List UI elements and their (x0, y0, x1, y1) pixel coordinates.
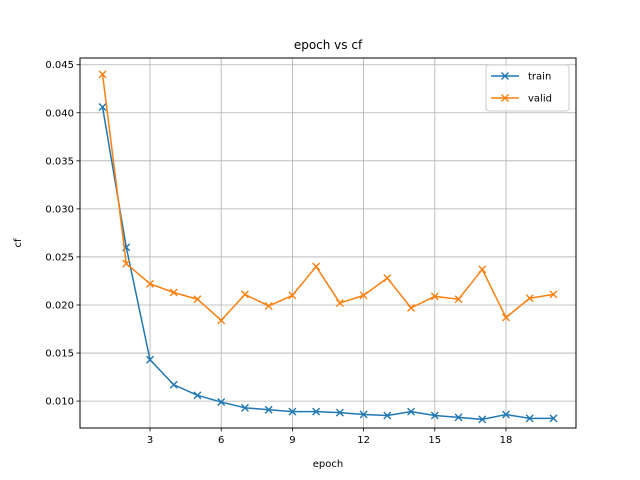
legend-entry-train: train (491, 72, 551, 83)
y-tick-label: 0.040 (45, 108, 74, 119)
data-point-valid (240, 290, 249, 299)
data-point-valid (525, 294, 534, 303)
x-tick-label: 12 (357, 435, 370, 446)
data-point-train (383, 411, 392, 420)
data-point-valid (312, 262, 321, 271)
series-line-train (101, 106, 554, 421)
data-point-valid (549, 290, 558, 299)
data-point-train (288, 407, 297, 416)
y-tick-label: 0.045 (45, 60, 74, 71)
y-axis-label: cf (13, 238, 24, 247)
data-point-valid (407, 303, 416, 312)
data-point-valid (335, 299, 344, 308)
legend-entry-valid: valid (491, 94, 552, 105)
data-point-train (240, 403, 249, 412)
legend-label: valid (528, 94, 552, 105)
data-point-train (478, 415, 487, 424)
y-tick-label: 0.030 (45, 204, 74, 215)
data-point-train (501, 410, 510, 419)
x-tick-label: 3 (147, 435, 153, 446)
data-point-valid (122, 259, 131, 268)
x-axis: 3 6 9 12 15 18 (147, 428, 513, 446)
series-valid (98, 70, 558, 325)
data-point-valid (478, 265, 487, 274)
grid (80, 58, 576, 428)
x-tick-label: 6 (218, 435, 224, 446)
data-point-train (312, 407, 321, 416)
x-axis-label: epoch (313, 459, 343, 470)
data-point-train (217, 398, 226, 407)
data-point-valid (146, 279, 155, 288)
series-train (98, 103, 558, 424)
series-layer (98, 70, 558, 424)
series-line-valid (101, 74, 554, 322)
y-tick-label: 0.020 (45, 300, 74, 311)
x-tick-label: 9 (289, 435, 295, 446)
data-point-train (98, 103, 107, 112)
x-tick-label: 18 (500, 435, 513, 446)
data-point-valid (383, 274, 392, 283)
data-point-train (335, 408, 344, 417)
data-point-train (193, 391, 202, 400)
data-point-valid (217, 316, 226, 325)
y-tick-label: 0.010 (45, 397, 74, 408)
data-point-train (430, 411, 439, 420)
legend-marker (501, 72, 509, 80)
data-point-valid (454, 295, 463, 304)
legend: train valid (485, 64, 570, 112)
legend-marker (501, 94, 509, 102)
y-tick-label: 0.015 (45, 349, 74, 360)
x-tick-label: 15 (428, 435, 441, 446)
plot-frame (79, 57, 577, 429)
data-point-train (146, 355, 155, 364)
y-axis: 0.010 0.015 0.020 0.025 0.030 0.035 0.040 0.045 (45, 60, 80, 408)
data-point-train (525, 414, 534, 423)
data-point-valid (98, 70, 107, 79)
y-tick-label: 0.025 (45, 252, 74, 263)
data-point-valid (264, 301, 273, 310)
data-point-train (264, 405, 273, 414)
data-point-valid (169, 288, 178, 297)
data-point-valid (501, 313, 510, 322)
data-point-valid (288, 291, 297, 300)
data-point-train (407, 407, 416, 416)
data-point-valid (359, 291, 368, 300)
legend-label: train (528, 72, 551, 83)
data-point-valid (430, 292, 439, 301)
data-point-train (169, 380, 178, 389)
data-point-train (359, 410, 368, 419)
data-point-train (549, 414, 558, 423)
chart-title: epoch vs cf (294, 38, 363, 52)
data-point-train (454, 413, 463, 422)
data-point-valid (193, 295, 202, 304)
y-tick-label: 0.035 (45, 156, 74, 167)
